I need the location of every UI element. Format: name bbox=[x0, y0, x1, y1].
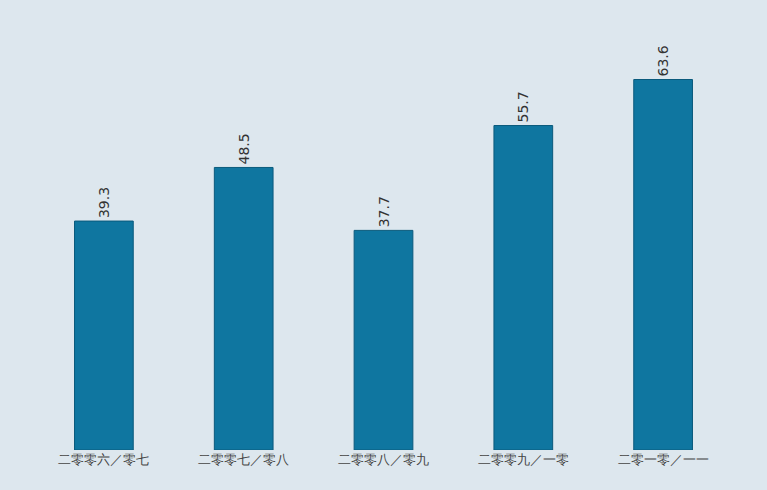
svg-text:39.3: 39.3 bbox=[96, 187, 112, 218]
svg-text:二零零九／一零: 二零零九／一零 bbox=[478, 452, 569, 467]
svg-text:37.7: 37.7 bbox=[376, 196, 392, 227]
svg-text:二零零七／零八: 二零零七／零八 bbox=[198, 452, 289, 467]
svg-text:二零零六／零七: 二零零六／零七 bbox=[58, 452, 149, 467]
svg-text:二零一零／一一: 二零一零／一一 bbox=[618, 452, 709, 467]
svg-text:55.7: 55.7 bbox=[515, 91, 531, 122]
svg-text:48.5: 48.5 bbox=[236, 133, 252, 164]
svg-text:二零零八／零九: 二零零八／零九 bbox=[338, 452, 429, 467]
svg-text:63.6: 63.6 bbox=[655, 45, 671, 76]
